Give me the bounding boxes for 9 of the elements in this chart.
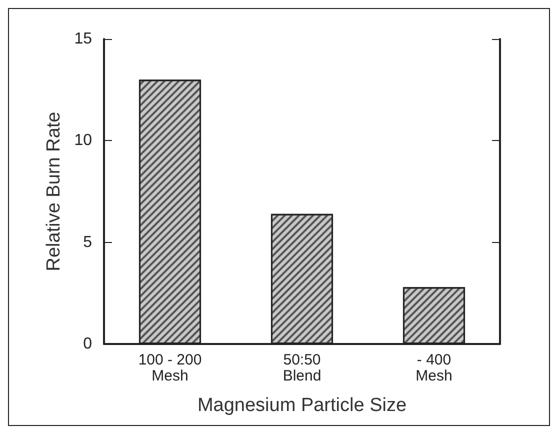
x-tick-label: 50:50 Blend — [282, 352, 322, 384]
x-tick-label: - 400 Mesh — [416, 352, 452, 384]
x-tick-label: 100 - 200 Mesh — [138, 352, 202, 384]
y-axis-title: Relative Burn Rate — [43, 112, 64, 272]
y-tick-label: 0 — [83, 336, 92, 352]
y-tick-label: 5 — [83, 234, 92, 251]
y-tick-label: 15 — [74, 30, 92, 48]
y-tick-label: 10 — [74, 132, 92, 150]
x-axis-title: Magnesium Particle Size — [197, 395, 407, 416]
